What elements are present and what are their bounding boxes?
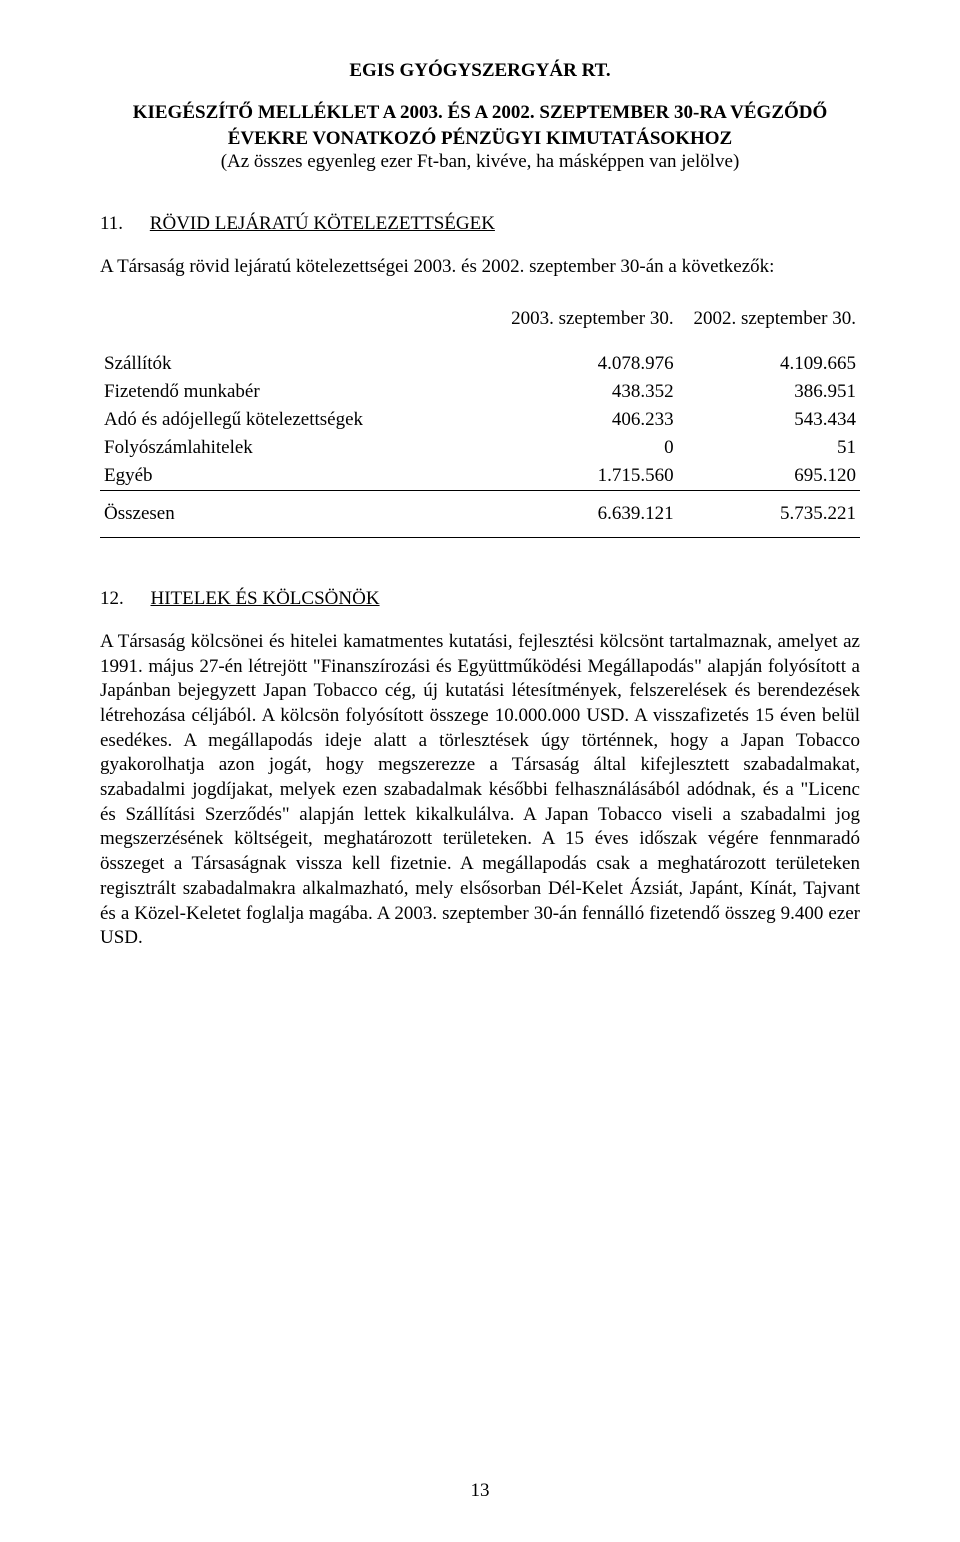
page-number: 13	[0, 1480, 960, 1502]
row-val2: 543.434	[678, 406, 860, 434]
row-val1: 438.352	[495, 378, 677, 406]
row-val1: 4.078.976	[495, 350, 677, 378]
row-val2: 51	[678, 434, 860, 462]
doc-subtitle-note: (Az összes egyenleg ezer Ft-ban, kivéve,…	[100, 151, 860, 173]
table-row: Egyéb 1.715.560 695.120	[100, 462, 860, 491]
table-header-col3: 2002. szeptember 30.	[678, 305, 860, 350]
total-val1: 6.639.121	[495, 490, 677, 537]
doc-subtitle-line2: ÉVEKRE VONATKOZÓ PÉNZÜGYI KIMUTATÁSOKHOZ	[100, 126, 860, 152]
doc-subtitle-line1: KIEGÉSZÍTŐ MELLÉKLET A 2003. ÉS A 2002. …	[100, 100, 860, 126]
section-12-number: 12.	[100, 588, 124, 610]
row-label: Adó és adójellegű kötelezettségek	[100, 406, 495, 434]
section-11-intro: A Társaság rövid lejáratú kötelezettsége…	[100, 255, 860, 280]
section-11-number: 11.	[100, 213, 123, 235]
section-11-title: RÖVID LEJÁRATÚ KÖTELEZETTSÉGEK	[150, 213, 495, 234]
liabilities-table-wrap: 2003. szeptember 30. 2002. szeptember 30…	[100, 305, 860, 538]
section-12-body: A Társaság kölcsönei és hitelei kamatmen…	[100, 630, 860, 951]
row-label: Fizetendő munkabér	[100, 378, 495, 406]
row-val2: 386.951	[678, 378, 860, 406]
row-label: Szállítók	[100, 350, 495, 378]
section-12-title: HITELEK ÉS KÖLCSÖNÖK	[151, 588, 380, 609]
table-row: Fizetendő munkabér 438.352 386.951	[100, 378, 860, 406]
table-total-row: Összesen 6.639.121 5.735.221	[100, 490, 860, 537]
row-label: Folyószámlahitelek	[100, 434, 495, 462]
row-val2: 695.120	[678, 462, 860, 491]
company-name: EGIS GYÓGYSZERGYÁR RT.	[100, 60, 860, 82]
row-val2: 4.109.665	[678, 350, 860, 378]
liabilities-table: 2003. szeptember 30. 2002. szeptember 30…	[100, 305, 860, 538]
table-row: Folyószámlahitelek 0 51	[100, 434, 860, 462]
document-header: EGIS GYÓGYSZERGYÁR RT. KIEGÉSZÍTŐ MELLÉK…	[100, 60, 860, 173]
row-val1: 0	[495, 434, 677, 462]
table-header-blank	[100, 305, 495, 350]
section-12-heading: 12. HITELEK ÉS KÖLCSÖNÖK	[100, 588, 860, 610]
row-label: Egyéb	[100, 462, 495, 491]
table-header-row: 2003. szeptember 30. 2002. szeptember 30…	[100, 305, 860, 350]
total-label: Összesen	[100, 490, 495, 537]
table-row: Szállítók 4.078.976 4.109.665	[100, 350, 860, 378]
total-val2: 5.735.221	[678, 490, 860, 537]
row-val1: 1.715.560	[495, 462, 677, 491]
row-val1: 406.233	[495, 406, 677, 434]
table-header-col2: 2003. szeptember 30.	[495, 305, 677, 350]
section-11-heading: 11. RÖVID LEJÁRATÚ KÖTELEZETTSÉGEK	[100, 213, 860, 235]
table-row: Adó és adójellegű kötelezettségek 406.23…	[100, 406, 860, 434]
